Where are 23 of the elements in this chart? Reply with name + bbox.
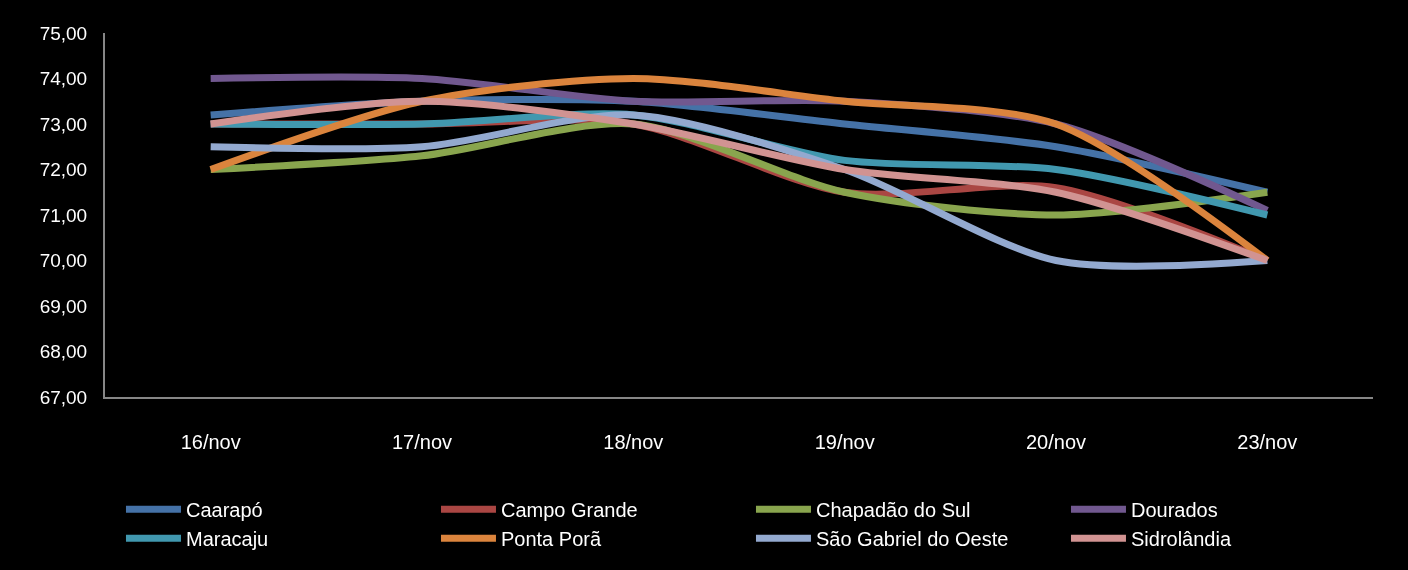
y-tick-label: 74,00 (39, 68, 88, 90)
y-tick-label: 73,00 (39, 113, 88, 135)
x-tick-label: 23/nov (1237, 431, 1298, 453)
legend-label: Caarapó (185, 499, 263, 522)
legend-label: Ponta Porã (500, 528, 602, 551)
legend-label: Sidrolândia (1130, 528, 1232, 551)
x-tick-label: 17/nov (391, 431, 453, 453)
x-tick-label: 18/nov (603, 431, 664, 453)
legend-label: Maracaju (185, 528, 269, 551)
legend-label: Campo Grande (500, 499, 638, 522)
y-tick-label: 71,00 (39, 204, 88, 226)
y-tick-label: 70,00 (39, 250, 88, 272)
y-tick-label: 68,00 (39, 341, 88, 363)
x-tick-label: 16/nov (180, 431, 241, 453)
y-tick-label: 67,00 (39, 386, 88, 408)
legend-label: São Gabriel do Oeste (815, 528, 1009, 551)
legend-label: Chapadão do Sul (815, 499, 971, 522)
y-tick-label: 72,00 (39, 159, 88, 181)
x-tick-label: 20/nov (1025, 431, 1087, 453)
y-tick-label: 69,00 (39, 295, 88, 317)
legend-label: Dourados (1130, 499, 1218, 522)
y-tick-label: 75,00 (39, 22, 88, 44)
x-tick-label: 19/nov (814, 431, 875, 453)
